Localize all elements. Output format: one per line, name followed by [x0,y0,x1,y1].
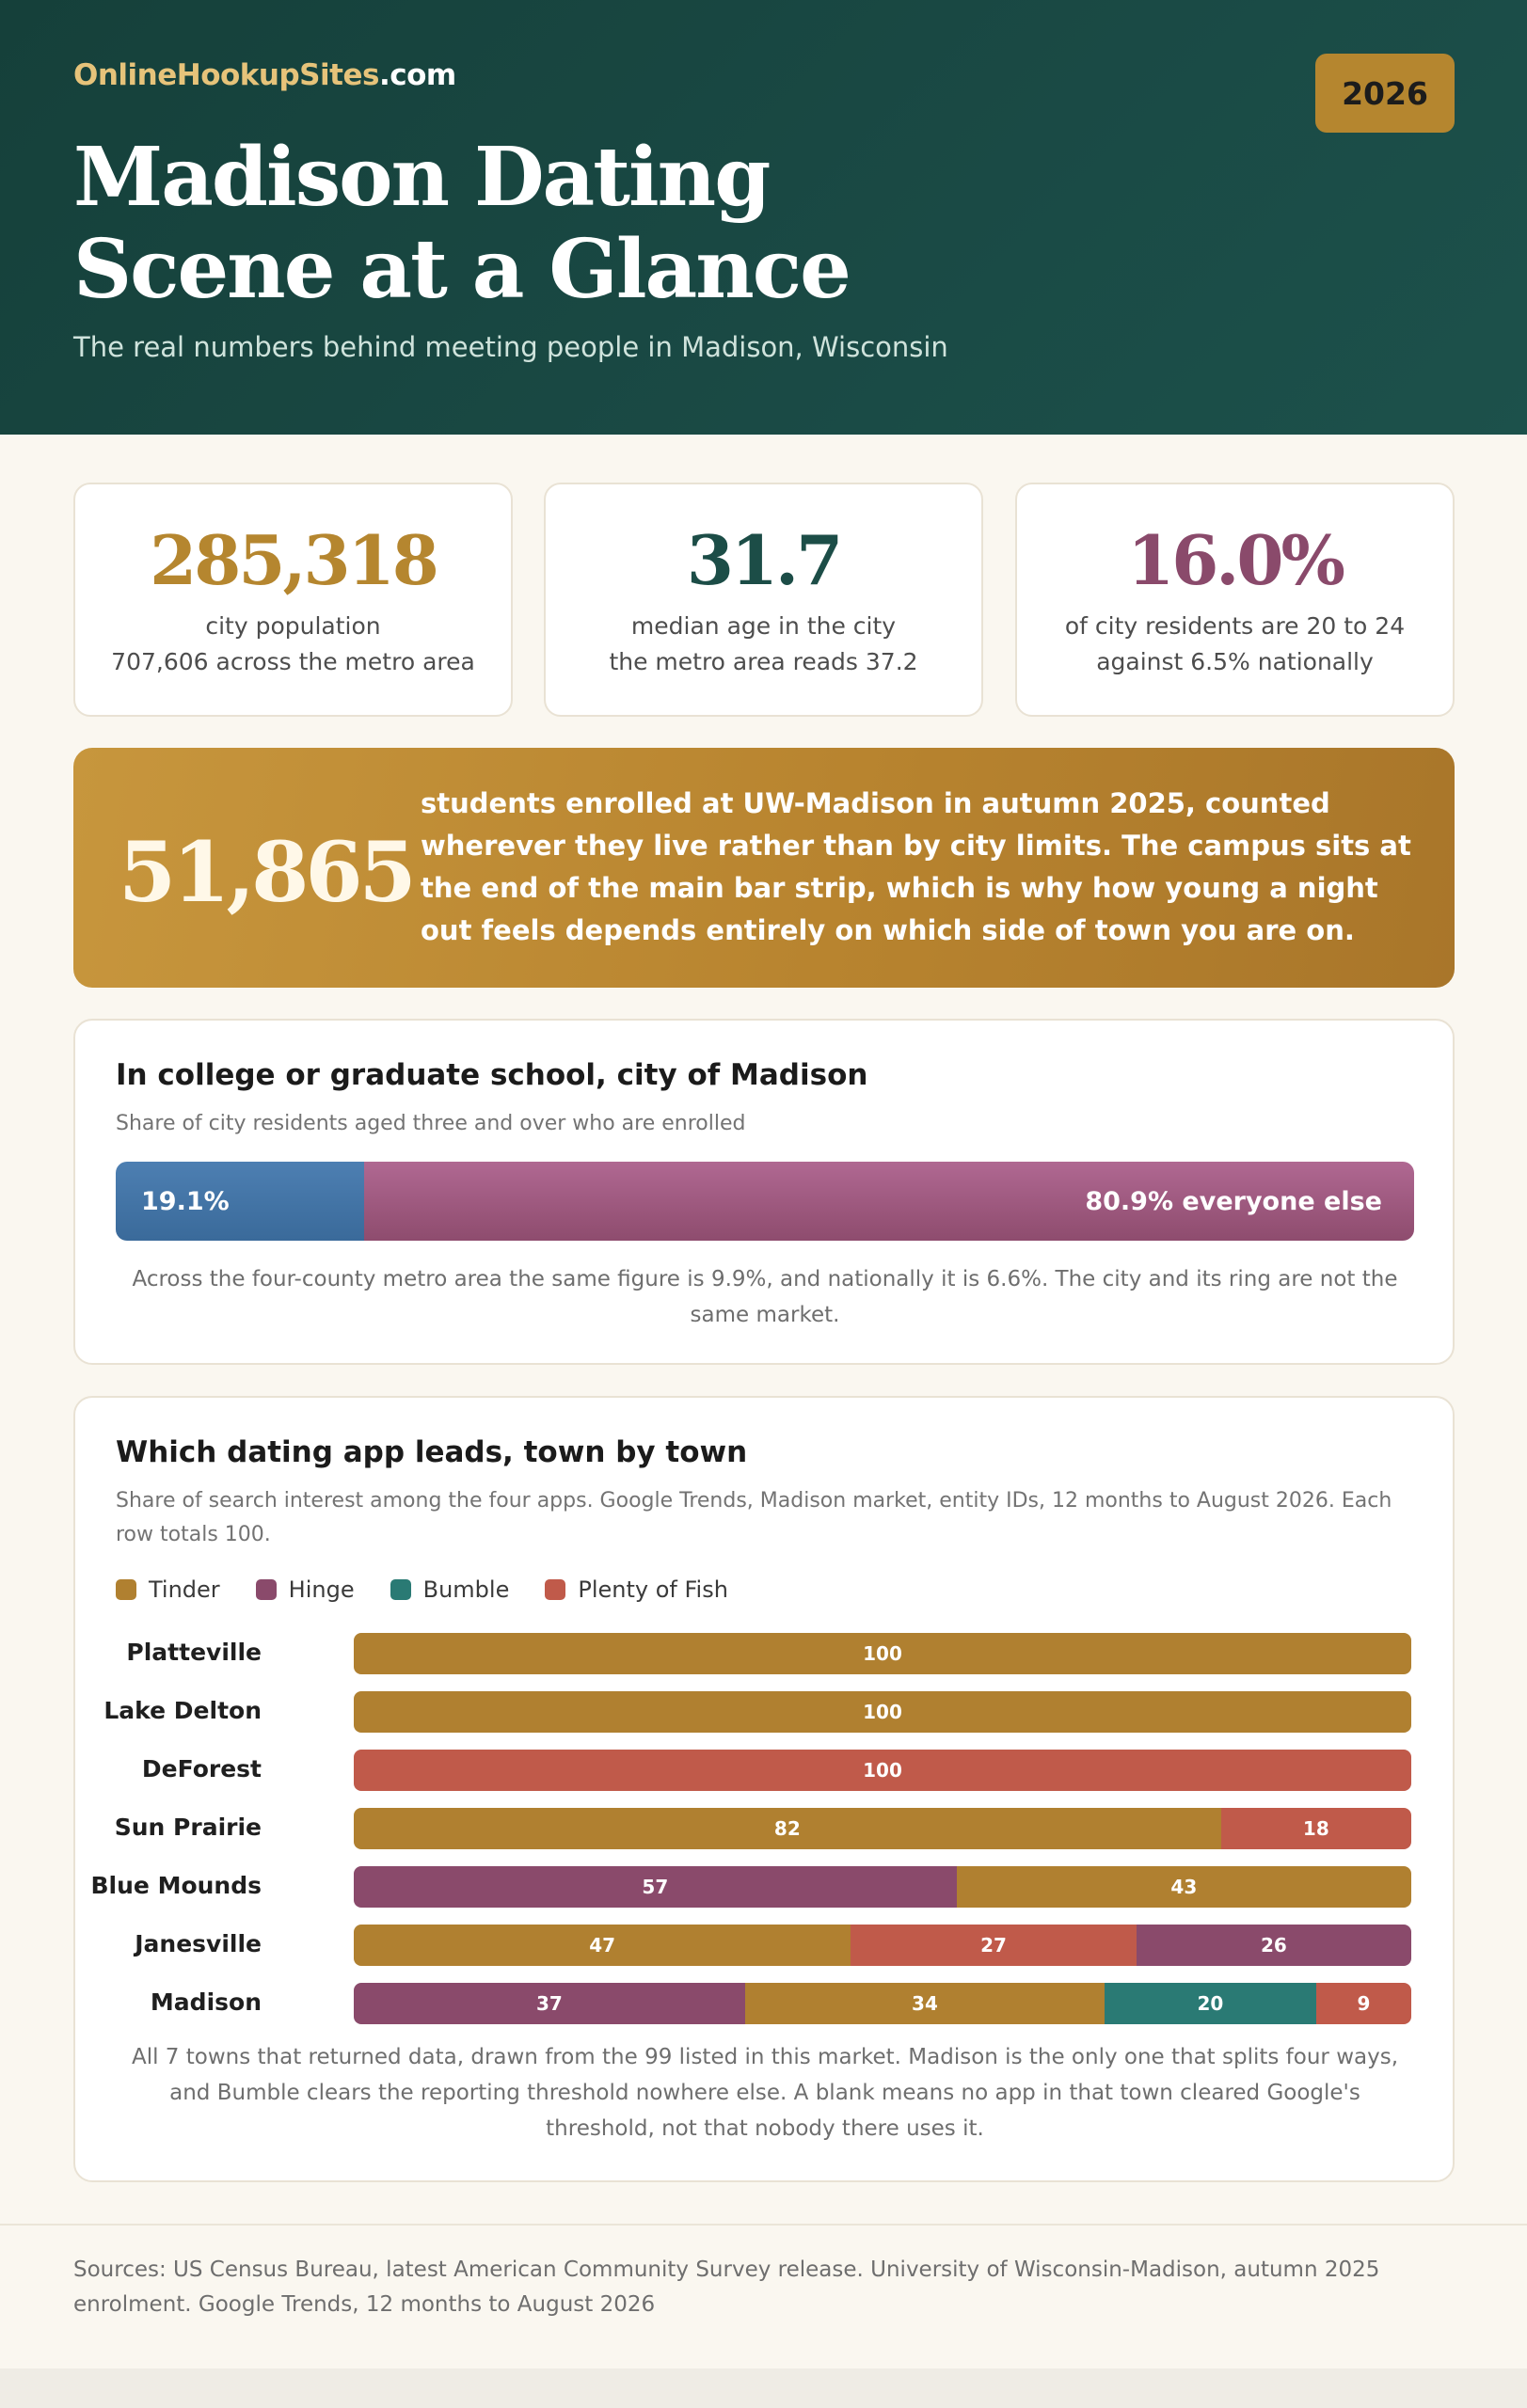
legend-swatch [116,1579,136,1600]
sources-note: Sources: US Census Bureau, latest Americ… [73,2258,1380,2317]
bar-segment-hinge: 37 [354,1983,745,2024]
stat-card-population: 285,318 city population 707,606 across t… [73,483,513,717]
row-label-sun-prairie: Sun Prairie [114,1814,262,1841]
year-badge: 2026 [1315,54,1455,133]
legend-item-plenty-of-fish: Plenty of Fish [545,1576,728,1603]
brand-logo[interactable]: OnlineHookupSites.com [73,58,456,92]
bar-segment-hinge: 57 [354,1866,957,1908]
stacked-bar-chart: Platteville 100 Lake Delton 100 DeForest 100 S… [75,1398,1453,2180]
stat-value: 31.7 [686,520,843,600]
enrollment-bar: 19.1% 80.9% everyone else [116,1162,1414,1241]
stat-label: median age in the city [630,612,897,640]
stat-sublabel: 707,606 across the metro area [111,648,475,675]
apps-panel: Which dating app leads, town by town Sha… [73,1396,1455,2182]
bar-segment-tinder: 100 [354,1691,1411,1733]
bar-segment-tinder: 43 [956,1866,1411,1908]
stat-card-age-20-24: 16.0% of city residents are 20 to 24 aga… [1015,483,1455,717]
everyone-else-label: 80.9% everyone else [1085,1186,1382,1216]
brand-tld: .com [378,58,456,92]
enrollment-subtitle: Share of city residents aged three and o… [116,1112,746,1135]
bar-segment-bumble: 20 [1105,1983,1316,2024]
legend-swatch [545,1579,566,1600]
chart-legend: Tinder Hinge Bumble Plenty of Fish [116,1576,764,1603]
banner-value: 51,865 [119,823,417,921]
legend-label: Hinge [288,1576,355,1603]
stat-value: 285,318 [150,520,439,600]
legend-item-bumble: Bumble [390,1576,510,1603]
bar-segment-tinder: 47 [354,1925,851,1966]
row-label-lake-delton: Lake Delton [103,1697,262,1724]
footer-divider [0,2224,1527,2226]
title-line-2: Scene at a Glance [73,222,851,317]
bar-segment-plenty-of-fish: 27 [851,1925,1137,1966]
header: OnlineHookupSites.com 2026 Madison Datin… [0,0,1527,435]
stat-sublabel: against 6.5% nationally [1096,648,1374,675]
enrolled-label: 19.1% [141,1186,230,1216]
row-label-blue-mounds: Blue Mounds [90,1872,262,1899]
enrollment-title: In college or graduate school, city of M… [116,1058,868,1092]
legend-item-tinder: Tinder [116,1576,220,1603]
legend-label: Tinder [149,1576,220,1603]
row-label-platteville: Platteville [126,1639,262,1666]
bar-segment-plenty-of-fish: 100 [354,1750,1411,1791]
brand-main: OnlineHookupSites [73,58,379,92]
students-banner: 51,865 students enrolled at UW-Madison i… [73,748,1455,988]
everyone-else-segment: 80.9% everyone else [363,1162,1414,1241]
bar-segment-plenty-of-fish: 9 [1315,1983,1411,2024]
stat-card-median-age: 31.7 median age in the city the metro ar… [544,483,983,717]
bar-segment-hinge: 26 [1136,1925,1411,1966]
banner-text: students enrolled at UW-Madison in autum… [421,787,1411,946]
bar-segment-tinder: 82 [354,1808,1221,1849]
legend-swatch [255,1579,277,1600]
bar-segment-plenty-of-fish: 18 [1220,1808,1411,1849]
apps-note: All 7 towns that returned data, drawn fr… [131,2045,1399,2141]
legend-label: Bumble [422,1576,510,1603]
enrolled-segment: 19.1% [116,1162,364,1241]
enrollment-panel: In college or graduate school, city of M… [73,1019,1455,1365]
title-line-1: Madison Dating [73,130,771,225]
legend-label: Plenty of Fish [578,1576,728,1603]
legend-item-hinge: Hinge [255,1576,355,1603]
enrollment-note: Across the four-county metro area the sa… [132,1267,1398,1327]
stat-value: 16.0% [1127,520,1345,600]
stat-sublabel: the metro area reads 37.2 [609,648,918,675]
apps-subtitle: Share of search interest among the four … [116,1489,1392,1546]
legend-swatch [390,1579,411,1600]
stat-label: of city residents are 20 to 24 [1064,612,1406,640]
bar-segment-tinder: 100 [354,1633,1411,1674]
page-title: Madison Dating Scene at a Glance [73,132,920,316]
row-label-deforest: DeForest [141,1755,262,1782]
apps-title: Which dating app leads, town by town [116,1435,748,1469]
row-label-janesville: Janesville [135,1930,262,1957]
bar-segment-tinder: 34 [744,1983,1105,2024]
page-subtitle: The real numbers behind meeting people i… [73,331,948,363]
stat-label: city population [205,612,381,640]
row-label-madison: Madison [150,1988,262,2016]
